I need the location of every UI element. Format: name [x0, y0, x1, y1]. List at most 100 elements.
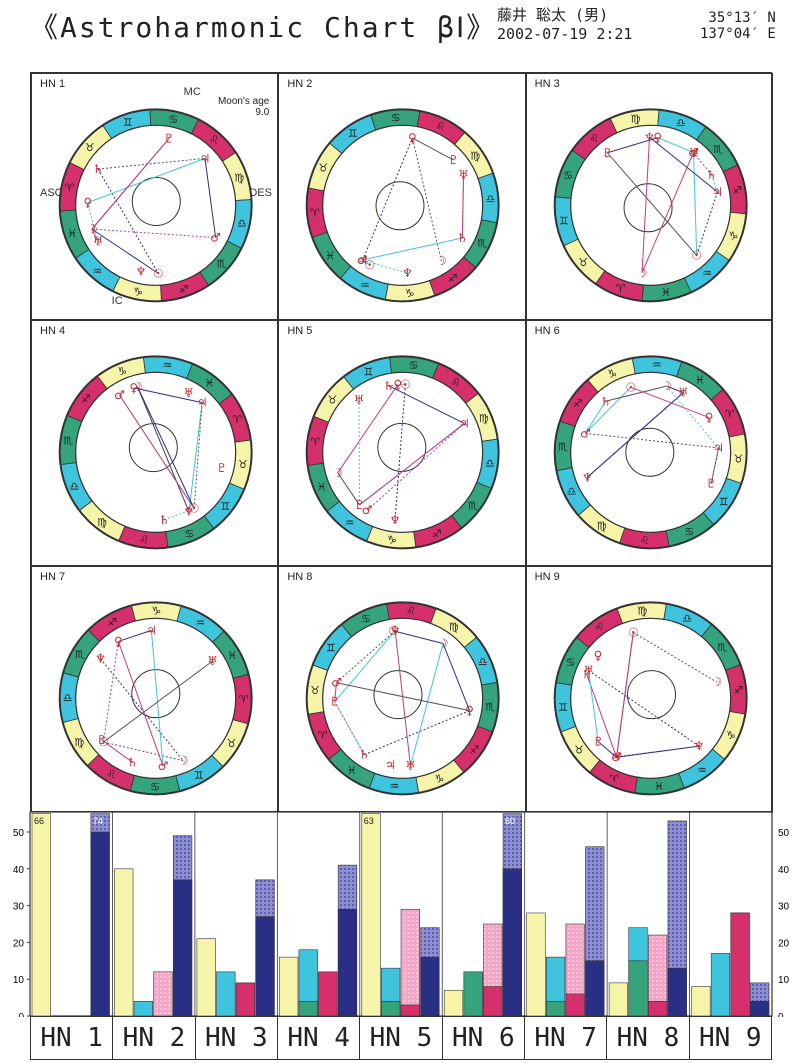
zodiac-sign-glyph: ♉: [85, 141, 95, 154]
aspect-line: [91, 228, 159, 274]
planet-glyph: ☽: [178, 754, 189, 768]
planet-glyph: ♃: [712, 185, 723, 199]
harmonic-cell: HN 8 ♈ ♉ ♊ ♋ ♌ ♍ ♎ ♏ ♐ ♑ ♒ ♓ ☉ ☽ ♀ ♂ ♃ ♄ ♅ ♆ ♇: [278, 566, 526, 813]
aspect-line: [710, 174, 718, 193]
coordinates: 35°13′ N 137°04′ E: [700, 10, 776, 42]
zodiac-sign-glyph: ♎: [566, 485, 576, 498]
planet-glyph: ♇: [216, 461, 227, 475]
bar-magenta: [565, 993, 585, 1017]
planet-glyph: ♃: [197, 395, 208, 409]
zodiac-wheel: ♈♉♊♋♌♍♎♏♐♑♒♓☉☽♀♂♃♄♅♆♇: [305, 108, 500, 303]
planet-glyph: ♀: [83, 196, 92, 210]
planet-glyph: ♅: [405, 759, 416, 773]
bar-pink: [153, 971, 173, 1017]
zodiac-sign-glyph: ♋: [391, 112, 401, 125]
zodiac-sign-glyph: ♏: [478, 237, 488, 250]
zodiac-sign-glyph: ♓: [695, 373, 705, 386]
bar-cyan: [710, 953, 731, 1017]
zodiac-wheel: ♈♉♊♋♌♍♎♏♐♑♒♓☉☽♀♂♃♄♅♆♇: [305, 601, 500, 796]
zodiac-sign-glyph: ♊: [364, 365, 374, 378]
zodiac-sign-glyph: ♍: [74, 736, 84, 749]
overflow-value-label: 74: [93, 816, 103, 826]
zodiac-sign-glyph: ♋: [150, 781, 160, 794]
planet-glyph: ♀: [653, 131, 662, 145]
bar-pink: [400, 908, 420, 1017]
zodiac-sign-glyph: ♊: [348, 127, 358, 140]
zodiac-sign-glyph: ♑: [725, 729, 735, 742]
y-tick-label: 50: [13, 828, 25, 839]
aspect-line: [137, 386, 190, 512]
planet-glyph: ☉: [153, 266, 164, 280]
chart-title: 《Astroharmonic Chart βⅠ》: [30, 11, 497, 44]
planet-glyph: ♄: [159, 512, 170, 526]
planet-glyph: ☉: [625, 380, 636, 394]
planet-glyph: ☉: [400, 377, 411, 391]
planet-glyph: ♄: [706, 168, 717, 182]
aspect-line: [87, 157, 206, 204]
aspect-line: [91, 228, 99, 242]
bar-green: [628, 960, 648, 1017]
aspect-line: [394, 630, 412, 767]
zodiac-sign-glyph: ♉: [578, 256, 588, 269]
planet-glyph: ♇: [705, 476, 716, 490]
planet-glyph: ♆: [693, 739, 704, 753]
planet-glyph: ☽: [87, 222, 98, 236]
cell-label: HN 9: [534, 571, 560, 584]
aspect-line: [632, 632, 717, 683]
zodiac-sign-glyph: ♉: [310, 684, 320, 697]
zodiac-sign-glyph: ♌: [139, 533, 149, 546]
harmonic-labels-row: HN 1 HN 2 HN 3 HN 4 HN 5 HN 6 HN 7 HN 8 HN 9: [30, 1016, 772, 1060]
planet-glyph: ☉: [189, 501, 200, 515]
aspect-line: [616, 745, 699, 759]
bar-navy: [255, 916, 275, 1017]
zodiac-sign-glyph: ♓: [67, 227, 77, 240]
zodiac-sign-glyph: ♌: [639, 534, 649, 547]
planet-glyph: ♂: [210, 231, 221, 245]
planet-glyph: ♃: [146, 624, 157, 638]
planet-glyph: ♄: [127, 756, 138, 770]
zodiac-sign-glyph: ♌: [209, 133, 219, 146]
aspect-line: [117, 641, 164, 767]
zodiac-sign-glyph: ♌: [406, 605, 416, 618]
planet-glyph: ☽: [132, 379, 143, 393]
overflow-value-label: 63: [364, 816, 374, 826]
planet-glyph: ♇: [164, 132, 175, 146]
planet-glyph: ☉: [365, 258, 376, 272]
y-tick-label: 10: [13, 975, 25, 986]
planet-glyph: ♂: [580, 426, 591, 440]
bar-navy: [90, 831, 110, 1017]
center-circle: [626, 670, 676, 720]
planet-glyph: ♄: [457, 231, 468, 245]
bar-yellow: [361, 813, 381, 1017]
harmonic-bar-chart: 0 0 10 10 20 20 30 30 40 40 50 50 66 74 63 60: [13, 812, 790, 1017]
zodiac-sign-glyph: ♓: [317, 480, 327, 493]
zodiac-sign-glyph: ♈: [615, 282, 625, 295]
zodiac-sign-glyph: ♌: [594, 621, 604, 634]
planet-glyph: ☽: [661, 379, 672, 393]
zodiac-sign-glyph: ♑: [133, 286, 143, 299]
center-circle: [624, 427, 674, 477]
y-tick-label: 10: [778, 975, 790, 986]
zodiac-sign-glyph: ♌: [436, 120, 446, 133]
planet-glyph: ♀: [408, 131, 417, 145]
planet-glyph: ♅: [183, 386, 194, 400]
planet-glyph: ♅: [207, 654, 218, 668]
zodiac-wheel: ♈♉♊♋♌♍♎♏♐♑♒♓☉☽♀♂♃♄♅♆♇: [58, 601, 253, 796]
zodiac-sign-glyph: ♊: [558, 701, 568, 714]
planet-glyph: ♆: [184, 504, 195, 518]
aspect-line: [665, 385, 684, 393]
planet-glyph: ♂: [357, 253, 368, 267]
harmonic-cell: HN 7 ♈ ♉ ♊ ♋ ♌ ♍ ♎ ♏ ♐ ♑ ♒ ♓ ☉ ☽ ♀ ♂ ♃ ♄ ♅ ♆ ♇: [31, 566, 279, 813]
zodiac-sign-glyph: ♑: [117, 365, 127, 378]
planet-glyph: ♃: [385, 759, 396, 773]
aspect-line: [101, 739, 104, 743]
planet-glyph: ☉: [691, 248, 702, 262]
y-tick-label: 0: [778, 1012, 784, 1017]
aspect-line: [692, 152, 697, 256]
zodiac-sign-glyph: ♑: [728, 230, 738, 243]
aspect-line: [118, 630, 152, 643]
moon-age-value: 9.0: [255, 107, 270, 118]
planet-glyph: ♃: [459, 416, 470, 430]
zodiac-wheel: ♈♉♊♋♌♍♎♏♐♑♒♓☉☽♀♂♃♄♅♆♇: [58, 354, 253, 549]
aspect-line: [337, 383, 399, 473]
